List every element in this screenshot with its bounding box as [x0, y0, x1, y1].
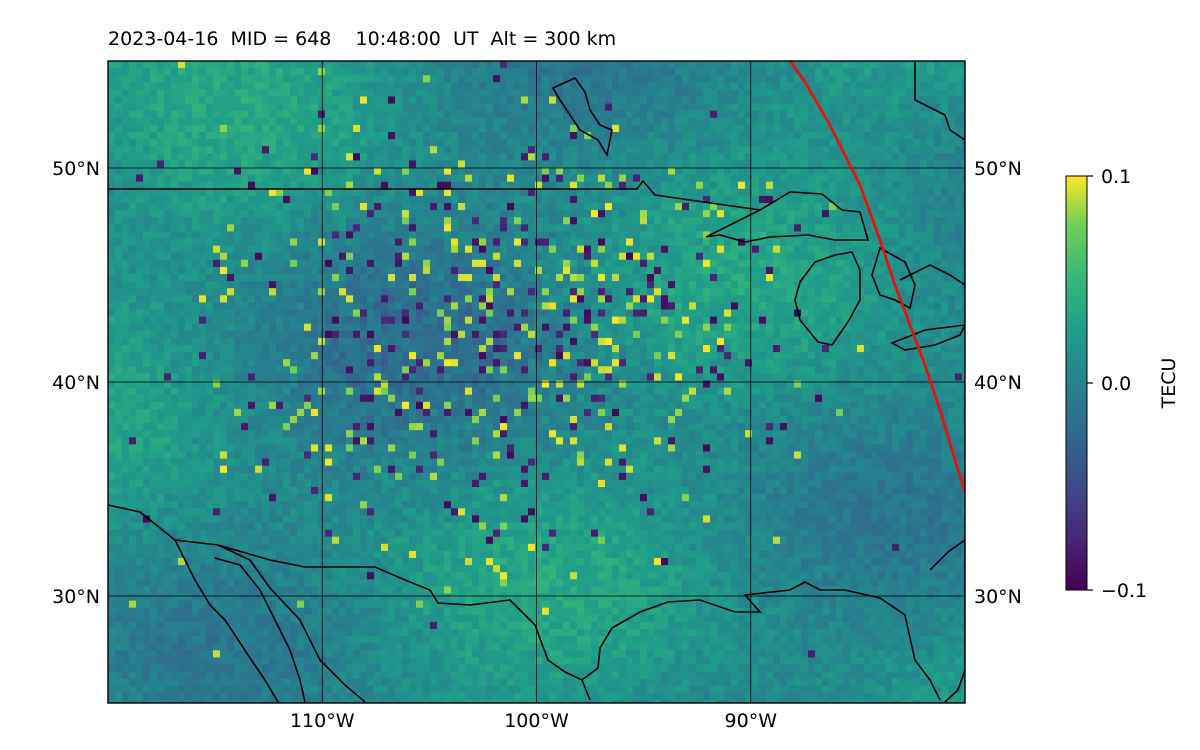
lat-tick-label-left: 30°N	[52, 586, 100, 608]
mexico-west-coast	[217, 544, 366, 703]
solar-terminator-line	[788, 61, 965, 493]
lat-tick-label-left: 50°N	[52, 158, 100, 180]
maritime-coast	[899, 264, 965, 286]
us-canada-border	[108, 179, 761, 211]
colorbar-tick-label: −0.1	[1101, 580, 1147, 602]
map-gridlines	[108, 61, 965, 703]
gulf-inner-coast	[581, 679, 591, 701]
mexico-us-border	[108, 504, 941, 701]
colorbar-scale	[1065, 175, 1088, 591]
colorbar-tick-label: 0.1	[1101, 166, 1131, 188]
colorbar-label: TECU	[1158, 358, 1180, 410]
lake-superior	[705, 191, 870, 243]
colorbar-ticks: 0.1 0.0 −0.1	[1087, 166, 1147, 602]
map-frame	[107, 60, 966, 704]
gulf-of-california-coast	[214, 557, 306, 703]
lat-tick-label-right: 40°N	[974, 372, 1022, 394]
lon-tick-label: 110°W	[290, 710, 355, 732]
lake-erie-ontario	[890, 324, 965, 351]
colorbar: 0.1 0.0 −0.1 TECU	[1065, 166, 1180, 602]
lake-michigan	[794, 251, 861, 346]
hudson-inlet	[551, 76, 613, 158]
lon-tick-label: 90°W	[725, 710, 778, 732]
canada-east-shore	[914, 62, 965, 141]
coastlines-and-borders	[108, 62, 965, 703]
lat-tick-label-right: 50°N	[974, 158, 1022, 180]
florida-coast	[929, 539, 965, 703]
map-area	[108, 61, 965, 703]
tec-heatmap	[108, 61, 965, 703]
lat-tick-label-right: 30°N	[974, 586, 1022, 608]
figure-title: 2023-04-16 MID = 648 10:48:00 UT Alt = 3…	[108, 28, 617, 50]
lat-tick-label-left: 40°N	[52, 372, 100, 394]
baja-peninsula	[174, 539, 279, 703]
lon-tick-label: 100°W	[504, 710, 569, 732]
colorbar-tick-label: 0.0	[1101, 373, 1131, 395]
map-axis-ticks: 110°W 100°W 90°W 30°N 30°N 40°N 40°N 50°N 50°N	[52, 158, 1022, 732]
